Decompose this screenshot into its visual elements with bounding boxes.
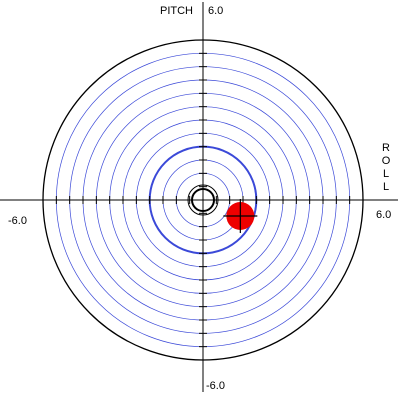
roll-axis-letter: L	[382, 168, 390, 180]
scope-center-target	[187, 184, 219, 216]
center-ring-inner	[191, 188, 215, 212]
roll-axis-letter: O	[381, 155, 391, 167]
pitch-max-label: 6.0	[208, 5, 224, 17]
pitch-axis-name: PITCH	[160, 5, 193, 17]
roll-max-label: 6.0	[376, 209, 392, 221]
pitch-min-label: -6.0	[206, 380, 225, 392]
roll-axis-letter: R	[382, 142, 390, 154]
roll-min-label: -6.0	[8, 215, 27, 227]
reading-marker	[223, 199, 258, 233]
roll-axis-letter: L	[382, 181, 390, 193]
center-ring-outer	[187, 184, 219, 216]
